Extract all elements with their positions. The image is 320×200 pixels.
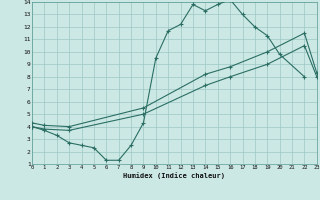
X-axis label: Humidex (Indice chaleur): Humidex (Indice chaleur) (124, 172, 225, 179)
